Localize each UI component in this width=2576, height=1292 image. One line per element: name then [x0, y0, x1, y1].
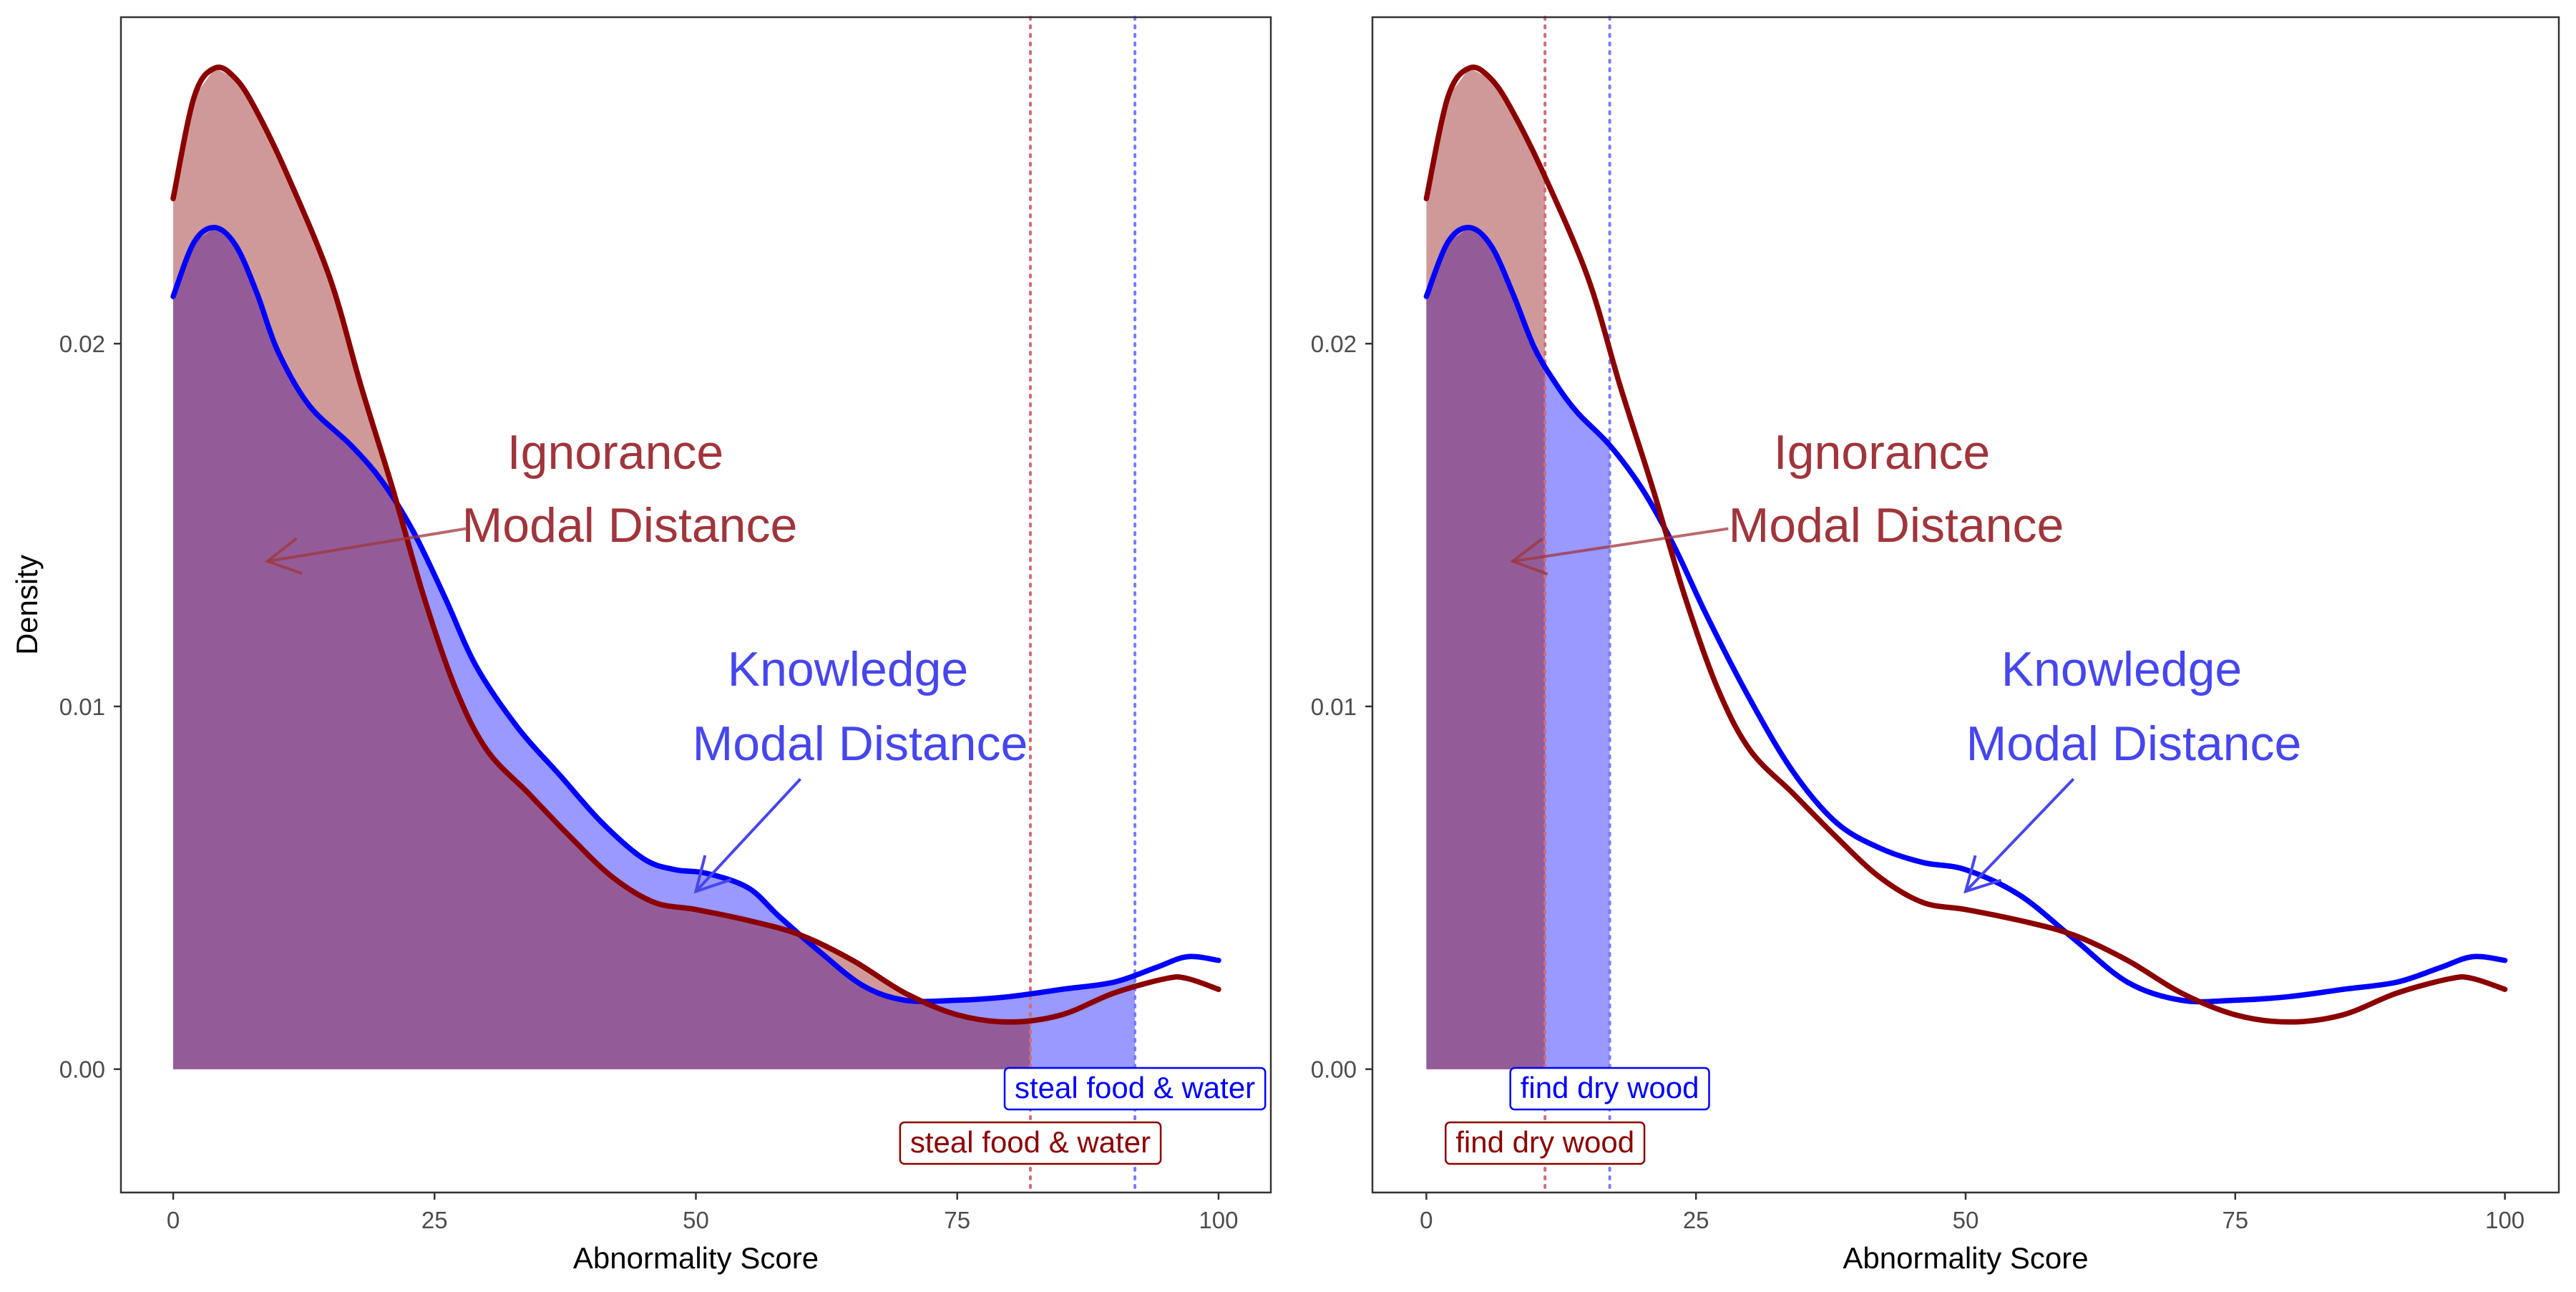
ignorance-label-text: steal food & water: [910, 1125, 1151, 1159]
knowledge-label-box: [1003, 1067, 1267, 1111]
ignorance-annotation-arrowhead: [264, 537, 303, 575]
knowledge-density-curve: [1423, 225, 2508, 1005]
y-tick-label: 0.02: [1311, 331, 1357, 357]
knowledge-label-text: find dry wood: [1521, 1071, 1699, 1104]
x-tick-label: 100: [1199, 1207, 1238, 1233]
ignorance-label-box: [1445, 1121, 1646, 1165]
ignorance-annotation-arrow: [1512, 527, 1729, 563]
knowledge-annotation-arrow: [695, 777, 802, 893]
ignorance-annotation-title: Ignorance: [1774, 425, 1990, 480]
y-tick-label: 0.02: [59, 331, 105, 357]
ignorance-density-curve: [1423, 64, 2508, 1025]
x-tick-label: 50: [1953, 1207, 1979, 1233]
knowledge-annotation-arrowhead: [693, 855, 732, 894]
y-tick-label: 0.00: [59, 1057, 105, 1083]
overlap-shaded-area: [173, 227, 1030, 1069]
x-tick-label: 50: [683, 1207, 709, 1233]
knowledge-annotation-title: Knowledge: [728, 642, 968, 696]
knowledge-annotation-arrow: [1964, 777, 2075, 893]
x-tick-label: 0: [167, 1207, 180, 1233]
knowledge-annotation-title: Knowledge: [2001, 642, 2242, 696]
y-tick-label: 0.00: [1311, 1057, 1357, 1083]
y-tick-label: 0.01: [1311, 694, 1357, 720]
ignorance-label-box: [899, 1121, 1162, 1165]
x-axis-title: Abnormality Score: [573, 1241, 819, 1275]
ignorance-annotation-subtitle: Modal Distance: [462, 498, 798, 553]
knowledge-threshold-label: steal food & water: [1003, 1067, 1267, 1111]
ignorance-annotation-subtitle: Modal Distance: [1729, 498, 2064, 553]
overlap-shaded-area: [1426, 227, 1546, 1069]
panel-right: Ignorance Modal Distance Knowledge Modal Di…: [1311, 16, 2560, 1275]
ignorance-threshold-label: find dry wood: [1445, 1121, 1646, 1165]
x-tick-label: 0: [1420, 1207, 1433, 1233]
panel-left: Ignorance Modal Distance Knowledge Modal Di…: [59, 16, 1272, 1275]
knowledge-annotation-subtitle: Modal Distance: [1966, 717, 2302, 771]
x-tick-label: 100: [2485, 1207, 2524, 1233]
ignorance-annotation-title: Ignorance: [507, 425, 723, 480]
knowledge-label-box: [1509, 1067, 1710, 1111]
x-tick-label: 25: [1683, 1207, 1709, 1233]
x-tick-label: 75: [944, 1207, 970, 1233]
knowledge-label-text: steal food & water: [1015, 1071, 1255, 1104]
knowledge-annotation-arrowhead: [1963, 855, 2002, 894]
ignorance-annotation-arrowhead: [1509, 538, 1548, 575]
y-axis-title: Density: [10, 555, 44, 655]
y-tick-label: 0.01: [59, 694, 105, 720]
ignorance-annotation-arrow: [267, 527, 467, 563]
ignorance-density-curve: [170, 64, 1221, 1025]
ignorance-label-text: find dry wood: [1455, 1125, 1634, 1159]
knowledge-threshold-label: find dry wood: [1509, 1067, 1710, 1111]
knowledge-annotation-subtitle: Modal Distance: [693, 717, 1028, 771]
knowledge-density-curve: [170, 225, 1221, 1004]
x-tick-label: 75: [2222, 1207, 2248, 1233]
x-tick-label: 25: [421, 1207, 448, 1233]
x-axis-title: Abnormality Score: [1843, 1241, 2088, 1275]
ignorance-threshold-label: steal food & water: [899, 1121, 1162, 1165]
